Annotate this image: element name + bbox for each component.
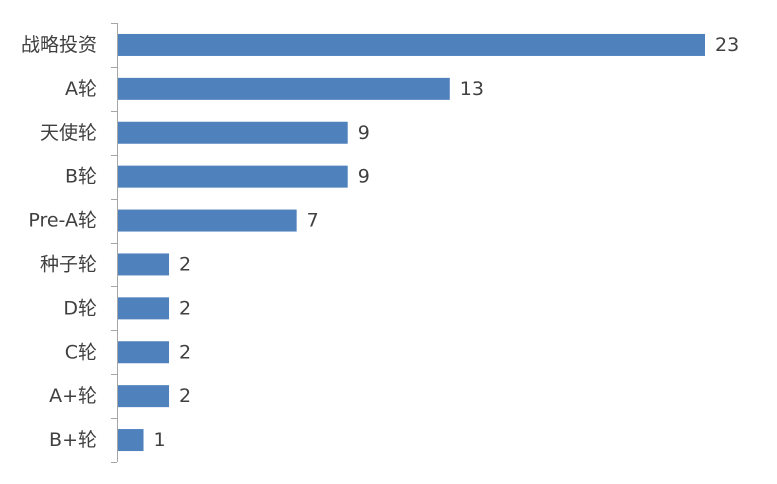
category-label-2: 天使轮 — [40, 122, 97, 144]
category-label-9: B+轮 — [49, 429, 97, 451]
category-label-5: 种子轮 — [40, 253, 97, 275]
bar-6 — [118, 297, 170, 320]
category-label-4: Pre-A轮 — [28, 210, 97, 232]
category-label-1: A轮 — [65, 78, 97, 100]
value-label-9: 1 — [154, 429, 166, 451]
bar-0 — [118, 33, 705, 56]
bar-4 — [118, 209, 297, 232]
bar-7 — [118, 341, 170, 364]
bar-3 — [118, 165, 348, 188]
category-label-8: A+轮 — [49, 385, 97, 407]
category-label-7: C轮 — [65, 341, 97, 363]
bar-8 — [118, 385, 170, 408]
bars-group — [118, 33, 705, 452]
category-label-3: B轮 — [65, 166, 97, 188]
bar-5 — [118, 253, 170, 276]
value-label-1: 13 — [460, 78, 484, 100]
value-label-2: 9 — [358, 122, 370, 144]
value-label-3: 9 — [358, 166, 370, 188]
value-label-6: 2 — [179, 297, 191, 319]
bar-1 — [118, 77, 450, 100]
category-label-0: 战略投资 — [21, 34, 97, 56]
value-label-8: 2 — [179, 385, 191, 407]
bar-2 — [118, 121, 348, 144]
value-label-0: 23 — [715, 34, 739, 56]
value-label-4: 7 — [307, 210, 319, 232]
category-label-6: D轮 — [63, 297, 97, 319]
bar-9 — [118, 429, 144, 452]
value-label-7: 2 — [179, 341, 191, 363]
category-axis — [111, 23, 118, 463]
value-label-5: 2 — [179, 253, 191, 275]
